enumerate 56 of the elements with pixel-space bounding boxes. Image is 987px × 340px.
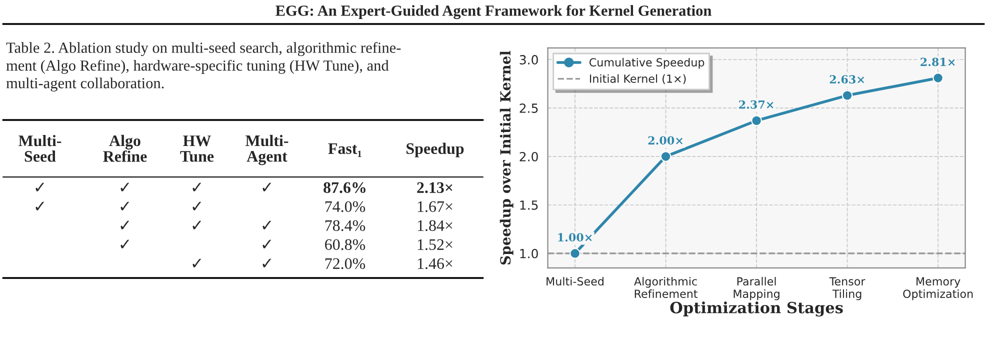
text: ✓ [36,202,44,210]
y-tick-label: 2.5 [520,103,538,113]
text: ✓ [192,202,201,210]
text: ✓ [120,220,129,230]
data-label: 2.37× [739,100,774,109]
point [842,90,853,101]
x-tick-label: Tensor Tiling [829,277,866,300]
text: ✓ [120,240,129,248]
text: 2.13× [417,182,452,194]
text: ✓ [192,258,201,268]
text: 87.6% [324,182,366,194]
text: ✓ [262,258,271,268]
text: EGG: An Expert-Guided Agent Framework for Kernel Generation [276,4,712,20]
y-tick-label: 1.0 [520,248,538,258]
point [932,72,944,84]
category-label: Multi- Seed [18,134,62,162]
x-tick-label: Memory Optimization [903,277,973,300]
legend-label: Initial Kernel (1×) [590,74,686,84]
data-label: 2.00× [648,136,683,145]
x-tick-label: Multi-Seed [546,276,604,286]
y-tick-label: 3.0 [520,55,538,64]
text: 1.84× [418,220,452,232]
x-tick-label: Algorithmic Refinement [634,276,698,298]
category-label: Speedup [406,142,464,158]
x-tick-label: Parallel Mapping [734,276,780,300]
point [660,151,672,162]
data-label: 2.63× [830,75,864,84]
x-axis-title: Optimization Stages [670,302,843,317]
text: Table 2. Ablation study on multi-seed search, algorithmic refine- ment (Algo Refine), hardware-specific tuning (HW Tune), and multi-agent collaboration. [6,42,401,92]
point [570,248,580,259]
text: ✓ [262,220,271,230]
category-label: Algo Refine [103,134,147,162]
text: 72.0% [325,258,366,270]
category-label: HW Tune [180,136,214,162]
text: 1.52× [418,239,452,250]
text: 78.4% [325,220,366,232]
text: 1.46× [418,258,452,270]
text: ✓ [262,240,271,248]
y-tick-label: 1.5 [520,200,538,210]
text: ✓ [192,182,201,192]
text: 60.8% [325,239,366,250]
text: ✓ [192,220,201,230]
y-tick-label: 2.0 [520,152,538,162]
data-label: 2.81× [920,58,955,66]
text: 1.67× [418,201,452,212]
data-label: 1.00× [558,233,592,242]
category-label: Fast₁ [328,143,362,158]
legend-label: Cumulative Speedup [590,58,704,69]
y-axis-title: Speedup over Initial Kernel [500,50,514,264]
text: ✓ [36,182,44,192]
text: 74.0% [325,201,366,212]
category-label: Multi- Agent [246,134,288,166]
text: ✓ [262,182,271,192]
text: ✓ [120,182,129,192]
point [751,115,762,126]
text: ✓ [120,202,129,210]
